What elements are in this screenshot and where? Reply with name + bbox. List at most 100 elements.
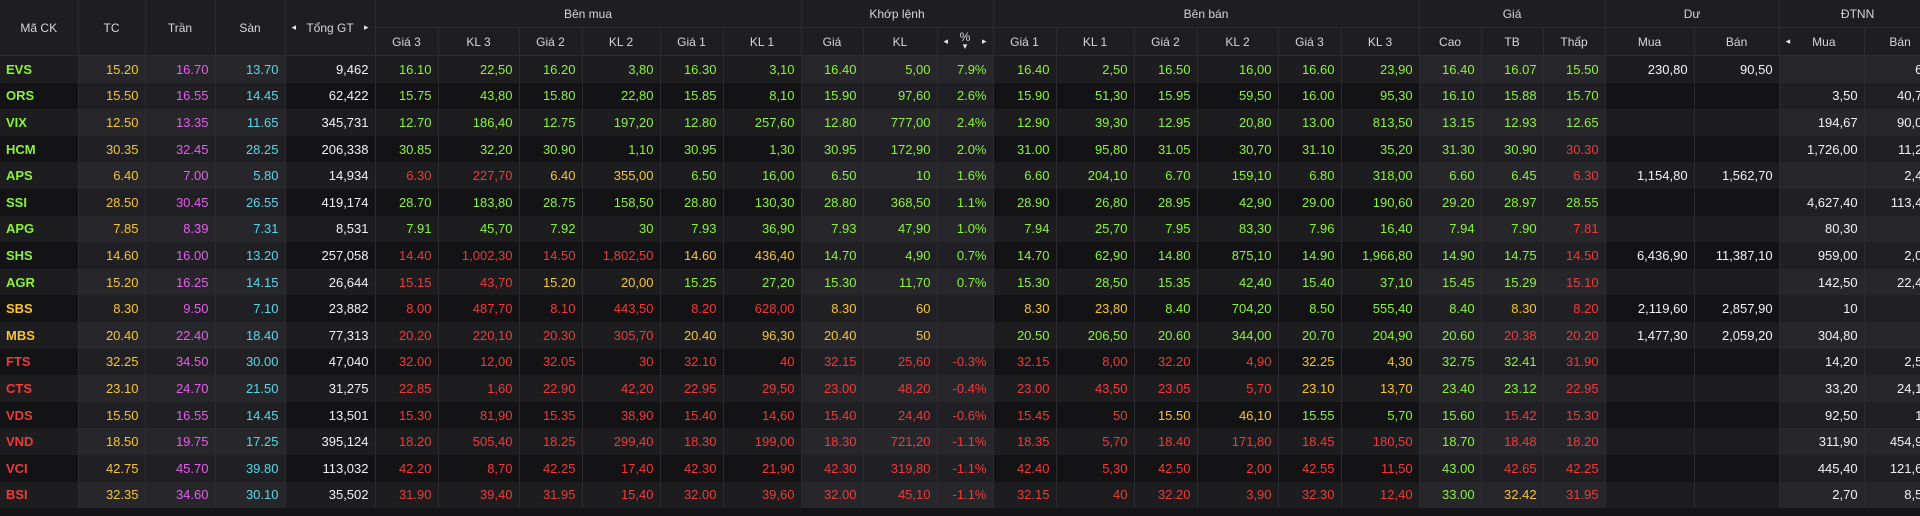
col-header-match-pct[interactable]: ◂ % ▾ ▸ <box>937 27 994 56</box>
ask-vol-2-cell: 875,10 <box>1197 242 1279 269</box>
pct-left-arrow-icon[interactable]: ◂ <box>943 36 949 46</box>
ask-price-2-cell: 23.05 <box>1134 375 1198 402</box>
col-header-remaining-buy[interactable]: Mua <box>1605 27 1695 56</box>
table-row[interactable]: ORS 15.50 16.55 14.45 62,422 15.75 43,80 15.80 2… <box>0 82 1920 110</box>
bid-price-2-cell: 16.20 <box>519 55 583 83</box>
col-header-bid-price-3[interactable]: Giá 3 <box>375 27 439 56</box>
bid-vol-3-cell: 43,70 <box>438 268 520 296</box>
symbol-cell[interactable]: VIX <box>0 109 79 136</box>
ceiling-cell: 16.25 <box>145 268 216 296</box>
col-header-ask-price-3[interactable]: Giá 3 <box>1278 27 1342 56</box>
ask-vol-2-cell: 20,80 <box>1197 109 1279 136</box>
col-header-foreign-buy[interactable]: ◂ Mua <box>1779 27 1865 56</box>
table-row[interactable]: MBS 20.40 22.40 18.40 77,313 20.20 220,10 20.30… <box>0 321 1920 349</box>
symbol-cell[interactable]: BSI <box>0 481 79 509</box>
symbol-cell[interactable]: AGR <box>0 268 79 296</box>
col-header-symbol[interactable]: Mã CK <box>0 0 79 56</box>
table-row[interactable]: VND 18.50 19.75 17.25 395,124 18.20 505,40 18.2… <box>0 428 1920 455</box>
symbol-cell[interactable]: EVS <box>0 55 79 83</box>
col-header-match-price[interactable]: Giá <box>801 27 864 56</box>
symbol-cell[interactable]: SBS <box>0 295 79 322</box>
col-header-ask-vol-1[interactable]: KL 1 <box>1056 27 1135 56</box>
table-row[interactable]: APS 6.40 7.00 5.80 14,934 6.30 227,70 6.40 355,0… <box>0 162 1920 189</box>
col-header-ask-vol-3[interactable]: KL 3 <box>1341 27 1420 56</box>
pct-right-arrow-icon[interactable]: ▸ <box>981 36 987 46</box>
symbol-cell[interactable]: VCI <box>0 454 79 482</box>
table-row[interactable]: HCM 30.35 32.45 28.25 206,338 30.85 32,20 30.90… <box>0 135 1920 163</box>
bid-vol-1-cell: 96,30 <box>723 321 802 349</box>
foreign-sell-cell: 90,05 <box>1864 109 1920 136</box>
col-header-average[interactable]: TB <box>1481 27 1544 56</box>
col-header-reference[interactable]: TC <box>78 0 146 56</box>
table-row[interactable]: SBS 8.30 9.50 7.10 23,882 8.00 487,70 8.10 443,5… <box>0 295 1920 322</box>
table-row[interactable]: SHS 14.60 16.00 13.20 257,058 14.40 1,002,30 14… <box>0 242 1920 269</box>
col-header-foreign-sell[interactable]: Bán <box>1864 27 1920 56</box>
match-vol-cell: 4,90 <box>863 242 938 269</box>
symbol-cell[interactable]: SSI <box>0 188 79 216</box>
symbol-cell[interactable]: MBS <box>0 321 79 349</box>
bid-price-1-cell: 7.93 <box>660 215 724 243</box>
remaining-sell-cell <box>1694 348 1780 376</box>
symbol-cell[interactable]: CTS <box>0 375 79 402</box>
high-cell: 8.40 <box>1419 295 1482 322</box>
symbol-cell[interactable]: APG <box>0 215 79 243</box>
col-header-bid-vol-1[interactable]: KL 1 <box>723 27 802 56</box>
table-row[interactable]: EVS 15.20 16.70 13.70 9,462 16.10 22,50 16.20 3,… <box>0 55 1920 83</box>
match-price-cell: 42.30 <box>801 454 864 482</box>
col-header-high[interactable]: Cao <box>1419 27 1482 56</box>
table-row[interactable]: CTS 23.10 24.70 21.50 31,275 22.85 1,60 22.90 42… <box>0 375 1920 402</box>
ask-vol-1-cell: 26,80 <box>1056 188 1135 216</box>
high-cell: 15.60 <box>1419 401 1482 429</box>
symbol-cell[interactable]: VDS <box>0 401 79 429</box>
col-header-ceiling[interactable]: Trần <box>145 0 216 56</box>
col-header-bid-vol-2[interactable]: KL 2 <box>582 27 661 56</box>
col-header-match-vol[interactable]: KL <box>863 27 938 56</box>
col-header-low[interactable]: Thấp <box>1543 27 1606 56</box>
symbol-cell[interactable]: FTS <box>0 348 79 376</box>
col-header-ask-price-2[interactable]: Giá 2 <box>1134 27 1198 56</box>
col-header-bid-price-2[interactable]: Giá 2 <box>519 27 583 56</box>
floor-cell: 18.40 <box>215 321 286 349</box>
bid-price-3-cell: 28.70 <box>375 188 439 216</box>
table-row[interactable]: VDS 15.50 16.55 14.45 13,501 15.30 81,90 15.35 3… <box>0 401 1920 429</box>
ask-price-3-cell: 31.10 <box>1278 135 1342 163</box>
symbol-cell[interactable]: VND <box>0 428 79 455</box>
table-row[interactable]: VCI 42.75 45.70 39.80 113,032 42.20 8,70 42.25 1… <box>0 454 1920 482</box>
scroll-left-arrow-icon[interactable]: ◂ <box>291 22 297 32</box>
col-header-bid-vol-3[interactable]: KL 3 <box>438 27 520 56</box>
scroll-right-arrow-icon[interactable]: ▸ <box>363 22 369 32</box>
bid-price-2-cell: 42.25 <box>519 454 583 482</box>
ask-vol-2-cell: 2,00 <box>1197 454 1279 482</box>
col-header-ask-price-1[interactable]: Giá 1 <box>993 27 1057 56</box>
symbol-cell[interactable]: ORS <box>0 82 79 110</box>
bid-price-3-cell: 16.10 <box>375 55 439 83</box>
col-header-floor[interactable]: Sàn <box>215 0 286 56</box>
bid-price-2-cell: 14.50 <box>519 242 583 269</box>
table-row[interactable]: FTS 32.25 34.50 30.00 47,040 32.00 12,00 32.05 3… <box>0 348 1920 376</box>
remaining-sell-cell: 2,059,20 <box>1694 321 1780 349</box>
average-cell: 32.41 <box>1481 348 1544 376</box>
col-header-total-value[interactable]: ◂ Tổng GT ▸ <box>285 0 376 56</box>
table-row[interactable]: APG 7.85 8.39 7.31 8,531 7.91 45,70 7.92 30 7.93 3… <box>0 215 1920 243</box>
bid-price-2-cell: 6.40 <box>519 162 583 189</box>
col-header-ask-vol-2[interactable]: KL 2 <box>1197 27 1279 56</box>
table-row[interactable]: VIX 12.50 13.35 11.65 345,731 12.70 186,40 12.7… <box>0 109 1920 136</box>
symbol-cell[interactable]: APS <box>0 162 79 189</box>
col-header-remaining-sell[interactable]: Bán <box>1694 27 1780 56</box>
bid-vol-3-cell: 81,90 <box>438 401 520 429</box>
ask-vol-2-cell: 42,90 <box>1197 188 1279 216</box>
bid-vol-3-cell: 39,40 <box>438 481 520 509</box>
match-pct-cell: -1.1% <box>937 481 994 509</box>
table-row[interactable]: BSI 32.35 34.60 30.10 35,502 31.90 39,40 31.95 1… <box>0 481 1920 509</box>
bid-price-2-cell: 15.35 <box>519 401 583 429</box>
total-value-cell: 257,058 <box>285 242 376 269</box>
foreign-left-arrow-icon[interactable]: ◂ <box>1785 36 1791 46</box>
ask-vol-1-cell: 51,30 <box>1056 82 1135 110</box>
sort-down-icon[interactable]: ▾ <box>962 40 968 51</box>
symbol-cell[interactable]: HCM <box>0 135 79 163</box>
col-header-bid-price-1[interactable]: Giá 1 <box>660 27 724 56</box>
match-vol-cell: 5,00 <box>863 55 938 83</box>
table-row[interactable]: AGR 15.20 16.25 14.15 26,644 15.15 43,70 15.20 2… <box>0 268 1920 296</box>
symbol-cell[interactable]: SHS <box>0 242 79 269</box>
table-row[interactable]: SSI 28.50 30.45 26.55 419,174 28.70 183,80 28.7… <box>0 188 1920 216</box>
